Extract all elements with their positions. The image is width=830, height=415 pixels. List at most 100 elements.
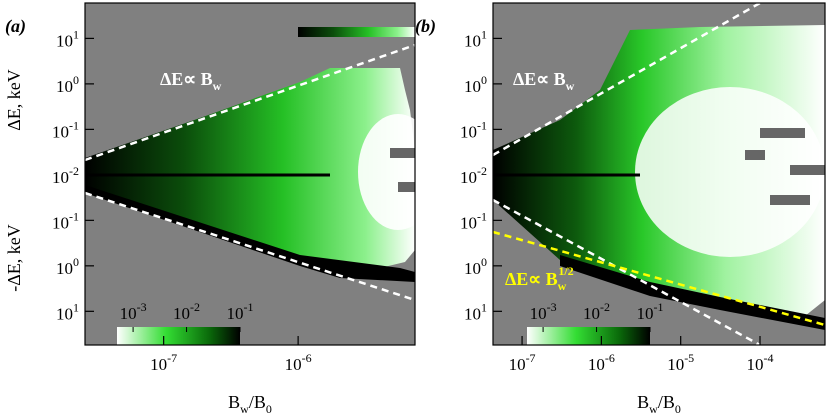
annotation-sub: w: [213, 79, 222, 93]
annotation-text: ΔE∝ B: [160, 69, 213, 89]
tick-exponent: -1: [477, 209, 487, 223]
x-tick-label: 10-5: [667, 351, 694, 374]
x-label-part: B: [637, 392, 649, 412]
y-tick-label: 10-2: [52, 164, 79, 187]
tick-base: 10: [464, 304, 481, 323]
colorbar-tick-label: 10-2: [173, 300, 200, 323]
tick-exponent: 0: [73, 255, 79, 269]
x-tick-label: 10-7: [509, 351, 536, 374]
tick-exponent: -6: [605, 351, 615, 365]
y-label: ΔE, keV: [4, 69, 24, 131]
plot-frame: [492, 2, 826, 346]
tick-base: 10: [464, 259, 481, 278]
y-tick-label: 100: [56, 255, 79, 278]
tick-exponent: -3: [547, 300, 557, 314]
colorbar-tick-label: 10-2: [583, 300, 610, 323]
y-tick-label: 100: [464, 73, 487, 96]
tick-exponent: -3: [137, 300, 147, 314]
panel-label: (a): [5, 16, 26, 37]
x-label-part: B: [228, 392, 240, 412]
y-tick-label: 100: [56, 73, 79, 96]
tick-exponent: -1: [244, 300, 254, 314]
x-label-part: w: [649, 402, 658, 415]
x-axis-label: Bw/B0: [637, 392, 681, 415]
y-tick-label: 101: [56, 27, 79, 50]
y-tick-label: 101: [56, 300, 79, 323]
x-tick-label: 10-6: [285, 351, 312, 374]
tick-base: 10: [747, 355, 764, 374]
annotation: ΔE∝ Bw: [513, 69, 575, 93]
tick-base: 10: [173, 304, 190, 323]
x-tick-label: 10-7: [150, 351, 177, 374]
tick-exponent: -6: [302, 351, 312, 365]
y-label: -ΔE, keV: [4, 224, 24, 292]
tick-base: 10: [56, 77, 73, 96]
x-label-part: w: [240, 402, 249, 415]
x-label-part: /B: [249, 392, 266, 412]
tick-base: 10: [56, 31, 73, 50]
colorbar-tick-label: 10-3: [120, 300, 147, 323]
y-tick-label: 10-1: [460, 118, 487, 141]
tick-base: 10: [530, 304, 547, 323]
tick-base: 10: [583, 304, 600, 323]
annotation-text: ΔE∝ B: [505, 269, 558, 289]
panel-label: (b): [415, 16, 436, 37]
tick-exponent: -1: [69, 118, 79, 132]
colorbar-tick-label: 10-3: [530, 300, 557, 323]
tick-base: 10: [460, 122, 477, 141]
x-label-part: /B: [658, 392, 675, 412]
y-tick-label: 101: [464, 27, 487, 50]
y-tick-label: 10-1: [460, 209, 487, 232]
y-tick-label: 10-1: [52, 118, 79, 141]
tick-exponent: 0: [481, 255, 487, 269]
tick-base: 10: [460, 213, 477, 232]
x-tick-label: 10-4: [747, 351, 774, 374]
tick-exponent: 1: [481, 27, 487, 41]
tick-exponent: 0: [481, 73, 487, 87]
tick-base: 10: [637, 304, 654, 323]
x-label-part: 0: [675, 402, 681, 415]
tick-base: 10: [509, 355, 526, 374]
colorbar-tick-label: 10-1: [637, 300, 664, 323]
x-axis-label: Bw/B0: [228, 392, 272, 415]
tick-exponent: -2: [600, 300, 610, 314]
annotation: ΔE∝ Bw: [160, 69, 222, 93]
tick-exponent: 1: [481, 300, 487, 314]
tick-base: 10: [227, 304, 244, 323]
tick-base: 10: [56, 259, 73, 278]
tick-exponent: -2: [69, 164, 79, 178]
tick-exponent: -1: [477, 118, 487, 132]
tick-exponent: -2: [477, 164, 487, 178]
tick-exponent: -2: [190, 300, 200, 314]
tick-exponent: -1: [69, 209, 79, 223]
tick-exponent: 1: [73, 300, 79, 314]
tick-base: 10: [150, 355, 167, 374]
tick-exponent: -4: [764, 351, 774, 365]
tick-exponent: 1: [73, 27, 79, 41]
colorbar-tick-label: 10-1: [227, 300, 254, 323]
annotation-sup: 1/2: [558, 264, 573, 278]
tick-base: 10: [464, 77, 481, 96]
plot-frame: [84, 2, 416, 346]
tick-base: 10: [56, 304, 73, 323]
heatmap-b: [492, 1, 826, 347]
tick-exponent: -7: [167, 351, 177, 365]
y-tick-label: 10-1: [52, 209, 79, 232]
annotation-text: ΔE∝ B: [513, 69, 566, 89]
x-tick-label: 10-6: [588, 351, 615, 374]
x-label-part: 0: [266, 402, 272, 415]
y-tick-label: 10-2: [460, 164, 487, 187]
tick-base: 10: [52, 122, 69, 141]
tick-base: 10: [285, 355, 302, 374]
tick-exponent: -5: [684, 351, 694, 365]
tick-exponent: 0: [73, 73, 79, 87]
y-tick-label: 100: [464, 255, 487, 278]
annotation-sub: w: [558, 279, 567, 293]
tick-base: 10: [667, 355, 684, 374]
tick-base: 10: [460, 168, 477, 187]
annotation: ΔE∝ Bw1/2: [505, 264, 574, 293]
heatmap-a: [84, 3, 438, 345]
tick-exponent: -1: [654, 300, 664, 314]
y-tick-label: 101: [464, 300, 487, 323]
